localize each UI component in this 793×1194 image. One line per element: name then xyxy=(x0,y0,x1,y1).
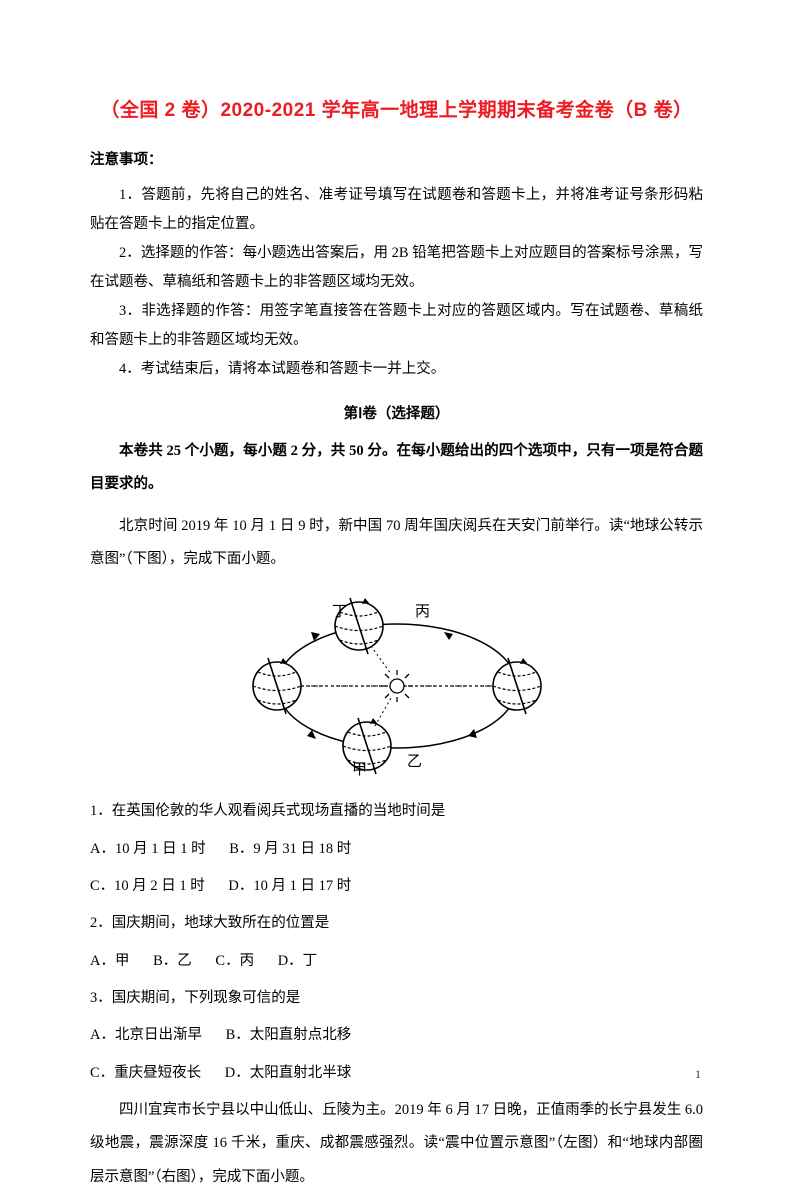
q1-stem: 1．在英国伦敦的华人观看阅兵式现场直播的当地时间是 xyxy=(90,795,703,828)
label-ding: 丁 xyxy=(332,604,347,620)
page-number: 1 xyxy=(695,1067,701,1082)
exam-title: （全国 2 卷）2020-2021 学年高一地理上学期期末备考金卷（B 卷） xyxy=(90,95,703,122)
q3-opt-a: A．北京日出渐早 xyxy=(90,1027,202,1043)
q1-opt-d: D．10 月 1 日 17 时 xyxy=(228,878,351,894)
q2-opt-b: B．乙 xyxy=(153,953,192,969)
notice-heading: 注意事项： xyxy=(90,148,703,169)
q1-opt-a: A．10 月 1 日 1 时 xyxy=(90,841,206,857)
label-jia: 甲 xyxy=(352,762,367,776)
label-yi: 乙 xyxy=(407,754,422,770)
label-bing: 丙 xyxy=(415,604,430,620)
passage-2: 四川宜宾市长宁县以中山低山、丘陵为主。2019 年 6 月 17 日晚，正值雨季… xyxy=(90,1094,703,1194)
q1-opt-c: C．10 月 2 日 1 时 xyxy=(90,878,205,894)
q2-opt-a: A．甲 xyxy=(90,953,129,969)
part-1-desc: 本卷共 25 个小题，每小题 2 分，共 50 分。在每小题给出的四个选项中，只… xyxy=(90,435,703,502)
q2-stem: 2．国庆期间，地球大致所在的位置是 xyxy=(90,907,703,940)
q3-opt-d: D．太阳直射北半球 xyxy=(225,1065,351,1081)
q2-opt-c: C．丙 xyxy=(215,953,254,969)
instruction-1: 1．答题前，先将自己的姓名、准考证号填写在试题卷和答题卡上，并将准考证号条形码粘… xyxy=(90,181,703,239)
q1-opt-b: B．9 月 31 日 18 时 xyxy=(229,841,351,857)
passage-1: 北京时间 2019 年 10 月 1 日 9 时，新中国 70 周年国庆阅兵在天… xyxy=(90,510,703,577)
instruction-3: 3．非选择题的作答：用签字笔直接答在答题卡上对应的答题区域内。写在试题卷、草稿纸… xyxy=(90,297,703,355)
q3-opt-b: B．太阳直射点北移 xyxy=(226,1027,352,1043)
q3-options-row2: C．重庆昼短夜长 D．太阳直射北半球 xyxy=(90,1057,703,1090)
instruction-2: 2．选择题的作答：每小题选出答案后，用 2B 铅笔把答题卡上对应题目的答案标号涂… xyxy=(90,239,703,297)
q1-options-row1: A．10 月 1 日 1 时 B．9 月 31 日 18 时 xyxy=(90,833,703,866)
q3-stem: 3．国庆期间，下列现象可信的是 xyxy=(90,982,703,1015)
q3-opt-c: C．重庆昼短夜长 xyxy=(90,1065,201,1081)
part-1-title: 第Ⅰ卷（选择题） xyxy=(90,402,703,423)
q1-options-row2: C．10 月 2 日 1 时 D．10 月 1 日 17 时 xyxy=(90,870,703,903)
q2-opt-d: D．丁 xyxy=(278,953,317,969)
q2-options: A．甲 B．乙 C．丙 D．丁 xyxy=(90,945,703,978)
earth-revolution-diagram: 丁 丙 甲 乙 xyxy=(90,586,703,781)
q3-options-row1: A．北京日出渐早 B．太阳直射点北移 xyxy=(90,1019,703,1052)
instruction-4: 4．考试结束后，请将本试题卷和答题卡一并上交。 xyxy=(90,355,703,384)
